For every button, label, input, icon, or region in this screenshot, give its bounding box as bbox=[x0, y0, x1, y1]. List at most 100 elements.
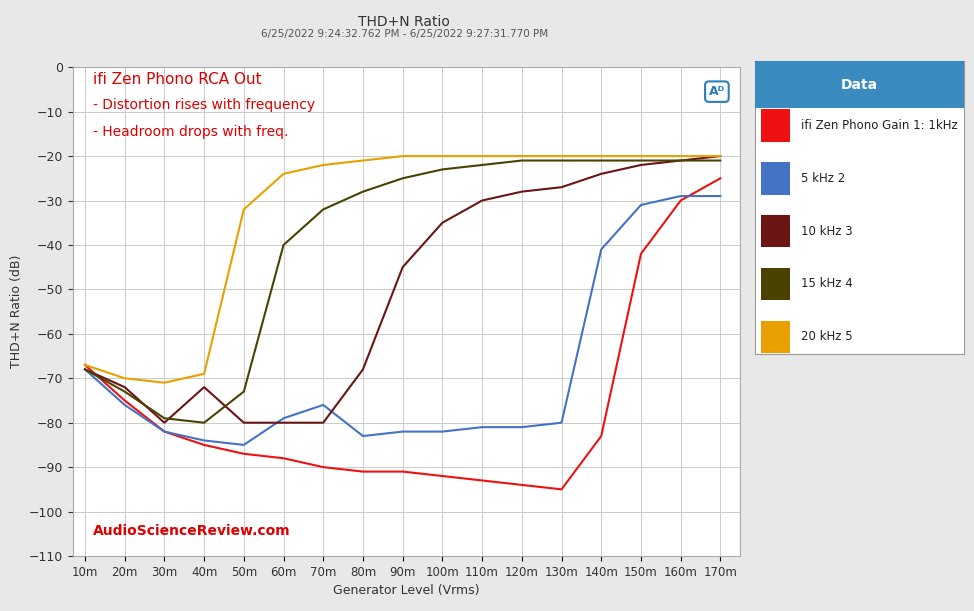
Text: THD+N Ratio: THD+N Ratio bbox=[358, 15, 450, 29]
20 kHz 5 bbox=[675, 152, 687, 159]
ifi Zen Phono Gain 1: 1kHz: (0.03, -82): 1kHz: (0.03, -82) bbox=[159, 428, 170, 435]
Text: Aᴰ: Aᴰ bbox=[709, 85, 725, 98]
20 kHz 5 bbox=[715, 152, 727, 159]
10 kHz 3 bbox=[675, 157, 687, 164]
ifi Zen Phono Gain 1: 1kHz: (0.14, -83): 1kHz: (0.14, -83) bbox=[595, 433, 607, 440]
Text: ifi Zen Phono RCA Out: ifi Zen Phono RCA Out bbox=[93, 71, 262, 87]
X-axis label: Generator Level (Vrms): Generator Level (Vrms) bbox=[333, 584, 480, 598]
20 kHz 5 bbox=[159, 379, 170, 386]
10 kHz 3 bbox=[79, 366, 91, 373]
ifi Zen Phono Gain 1: 1kHz: (0.1, -92): 1kHz: (0.1, -92) bbox=[436, 472, 448, 480]
5 kHz 2 bbox=[238, 441, 249, 448]
5 kHz 2 bbox=[715, 192, 727, 200]
Text: 15 kHz 4: 15 kHz 4 bbox=[801, 277, 852, 290]
Bar bbox=[761, 163, 791, 194]
5 kHz 2 bbox=[516, 423, 528, 431]
10 kHz 3 bbox=[556, 183, 568, 191]
ifi Zen Phono Gain 1: 1kHz: (0.15, -42): 1kHz: (0.15, -42) bbox=[635, 250, 647, 257]
15 kHz 4 bbox=[516, 157, 528, 164]
15 kHz 4 bbox=[675, 157, 687, 164]
15 kHz 4 bbox=[119, 388, 131, 395]
Bar bbox=[761, 321, 791, 353]
10 kHz 3 bbox=[318, 419, 329, 426]
ifi Zen Phono Gain 1: 1kHz: (0.01, -67): 1kHz: (0.01, -67) bbox=[79, 361, 91, 368]
15 kHz 4 bbox=[357, 188, 369, 196]
5 kHz 2 bbox=[357, 433, 369, 440]
20 kHz 5 bbox=[595, 152, 607, 159]
15 kHz 4 bbox=[278, 241, 289, 249]
5 kHz 2 bbox=[436, 428, 448, 435]
5 kHz 2 bbox=[595, 246, 607, 253]
5 kHz 2 bbox=[199, 437, 210, 444]
10 kHz 3 bbox=[595, 170, 607, 178]
10 kHz 3 bbox=[396, 263, 408, 271]
15 kHz 4 bbox=[436, 166, 448, 173]
10 kHz 3 bbox=[635, 161, 647, 169]
ifi Zen Phono Gain 1: 1kHz: (0.06, -88): 1kHz: (0.06, -88) bbox=[278, 455, 289, 462]
ifi Zen Phono Gain 1: 1kHz: (0.04, -85): 1kHz: (0.04, -85) bbox=[199, 441, 210, 448]
20 kHz 5 bbox=[318, 161, 329, 169]
Line: ifi Zen Phono Gain 1: 1kHz: ifi Zen Phono Gain 1: 1kHz bbox=[85, 178, 721, 489]
Line: 5 kHz 2: 5 kHz 2 bbox=[85, 196, 721, 445]
Text: - Distortion rises with frequency: - Distortion rises with frequency bbox=[93, 98, 315, 112]
20 kHz 5 bbox=[357, 157, 369, 164]
ifi Zen Phono Gain 1: 1kHz: (0.08, -91): 1kHz: (0.08, -91) bbox=[357, 468, 369, 475]
Bar bbox=[755, 61, 964, 108]
20 kHz 5 bbox=[396, 152, 408, 159]
15 kHz 4 bbox=[199, 419, 210, 426]
Line: 10 kHz 3: 10 kHz 3 bbox=[85, 156, 721, 423]
20 kHz 5 bbox=[436, 152, 448, 159]
15 kHz 4 bbox=[396, 175, 408, 182]
5 kHz 2 bbox=[79, 366, 91, 373]
Text: 6/25/2022 9:24:32.762 PM - 6/25/2022 9:27:31.770 PM: 6/25/2022 9:24:32.762 PM - 6/25/2022 9:2… bbox=[261, 29, 547, 39]
Text: 10 kHz 3: 10 kHz 3 bbox=[801, 225, 852, 238]
ifi Zen Phono Gain 1: 1kHz: (0.16, -30): 1kHz: (0.16, -30) bbox=[675, 197, 687, 204]
ifi Zen Phono Gain 1: 1kHz: (0.02, -75): 1kHz: (0.02, -75) bbox=[119, 397, 131, 404]
20 kHz 5 bbox=[516, 152, 528, 159]
5 kHz 2 bbox=[119, 401, 131, 409]
5 kHz 2 bbox=[278, 415, 289, 422]
ifi Zen Phono Gain 1: 1kHz: (0.07, -90): 1kHz: (0.07, -90) bbox=[318, 464, 329, 471]
20 kHz 5 bbox=[635, 152, 647, 159]
20 kHz 5 bbox=[238, 206, 249, 213]
10 kHz 3 bbox=[119, 384, 131, 391]
10 kHz 3 bbox=[476, 197, 488, 204]
ifi Zen Phono Gain 1: 1kHz: (0.13, -95): 1kHz: (0.13, -95) bbox=[556, 486, 568, 493]
20 kHz 5 bbox=[79, 361, 91, 368]
15 kHz 4 bbox=[476, 161, 488, 169]
10 kHz 3 bbox=[516, 188, 528, 196]
5 kHz 2 bbox=[396, 428, 408, 435]
10 kHz 3 bbox=[278, 419, 289, 426]
20 kHz 5 bbox=[278, 170, 289, 178]
ifi Zen Phono Gain 1: 1kHz: (0.09, -91): 1kHz: (0.09, -91) bbox=[396, 468, 408, 475]
Text: 5 kHz 2: 5 kHz 2 bbox=[801, 172, 845, 185]
Y-axis label: THD+N Ratio (dB): THD+N Ratio (dB) bbox=[11, 255, 23, 368]
Text: Data: Data bbox=[841, 78, 879, 92]
15 kHz 4 bbox=[556, 157, 568, 164]
Text: 20 kHz 5: 20 kHz 5 bbox=[801, 331, 852, 343]
Text: - Headroom drops with freq.: - Headroom drops with freq. bbox=[93, 125, 288, 139]
15 kHz 4 bbox=[595, 157, 607, 164]
20 kHz 5 bbox=[476, 152, 488, 159]
10 kHz 3 bbox=[199, 384, 210, 391]
5 kHz 2 bbox=[556, 419, 568, 426]
15 kHz 4 bbox=[159, 415, 170, 422]
10 kHz 3 bbox=[436, 219, 448, 227]
ifi Zen Phono Gain 1: 1kHz: (0.11, -93): 1kHz: (0.11, -93) bbox=[476, 477, 488, 484]
Bar bbox=[761, 109, 791, 142]
15 kHz 4 bbox=[318, 206, 329, 213]
Line: 20 kHz 5: 20 kHz 5 bbox=[85, 156, 721, 382]
ifi Zen Phono Gain 1: 1kHz: (0.12, -94): 1kHz: (0.12, -94) bbox=[516, 481, 528, 489]
Text: ifi Zen Phono Gain 1: 1kHz: ifi Zen Phono Gain 1: 1kHz bbox=[801, 119, 957, 132]
ifi Zen Phono Gain 1: 1kHz: (0.17, -25): 1kHz: (0.17, -25) bbox=[715, 175, 727, 182]
10 kHz 3 bbox=[159, 419, 170, 426]
Line: 15 kHz 4: 15 kHz 4 bbox=[85, 161, 721, 423]
20 kHz 5 bbox=[199, 370, 210, 378]
5 kHz 2 bbox=[635, 201, 647, 208]
ifi Zen Phono Gain 1: 1kHz: (0.05, -87): 1kHz: (0.05, -87) bbox=[238, 450, 249, 458]
5 kHz 2 bbox=[318, 401, 329, 409]
15 kHz 4 bbox=[238, 388, 249, 395]
5 kHz 2 bbox=[159, 428, 170, 435]
15 kHz 4 bbox=[635, 157, 647, 164]
5 kHz 2 bbox=[675, 192, 687, 200]
